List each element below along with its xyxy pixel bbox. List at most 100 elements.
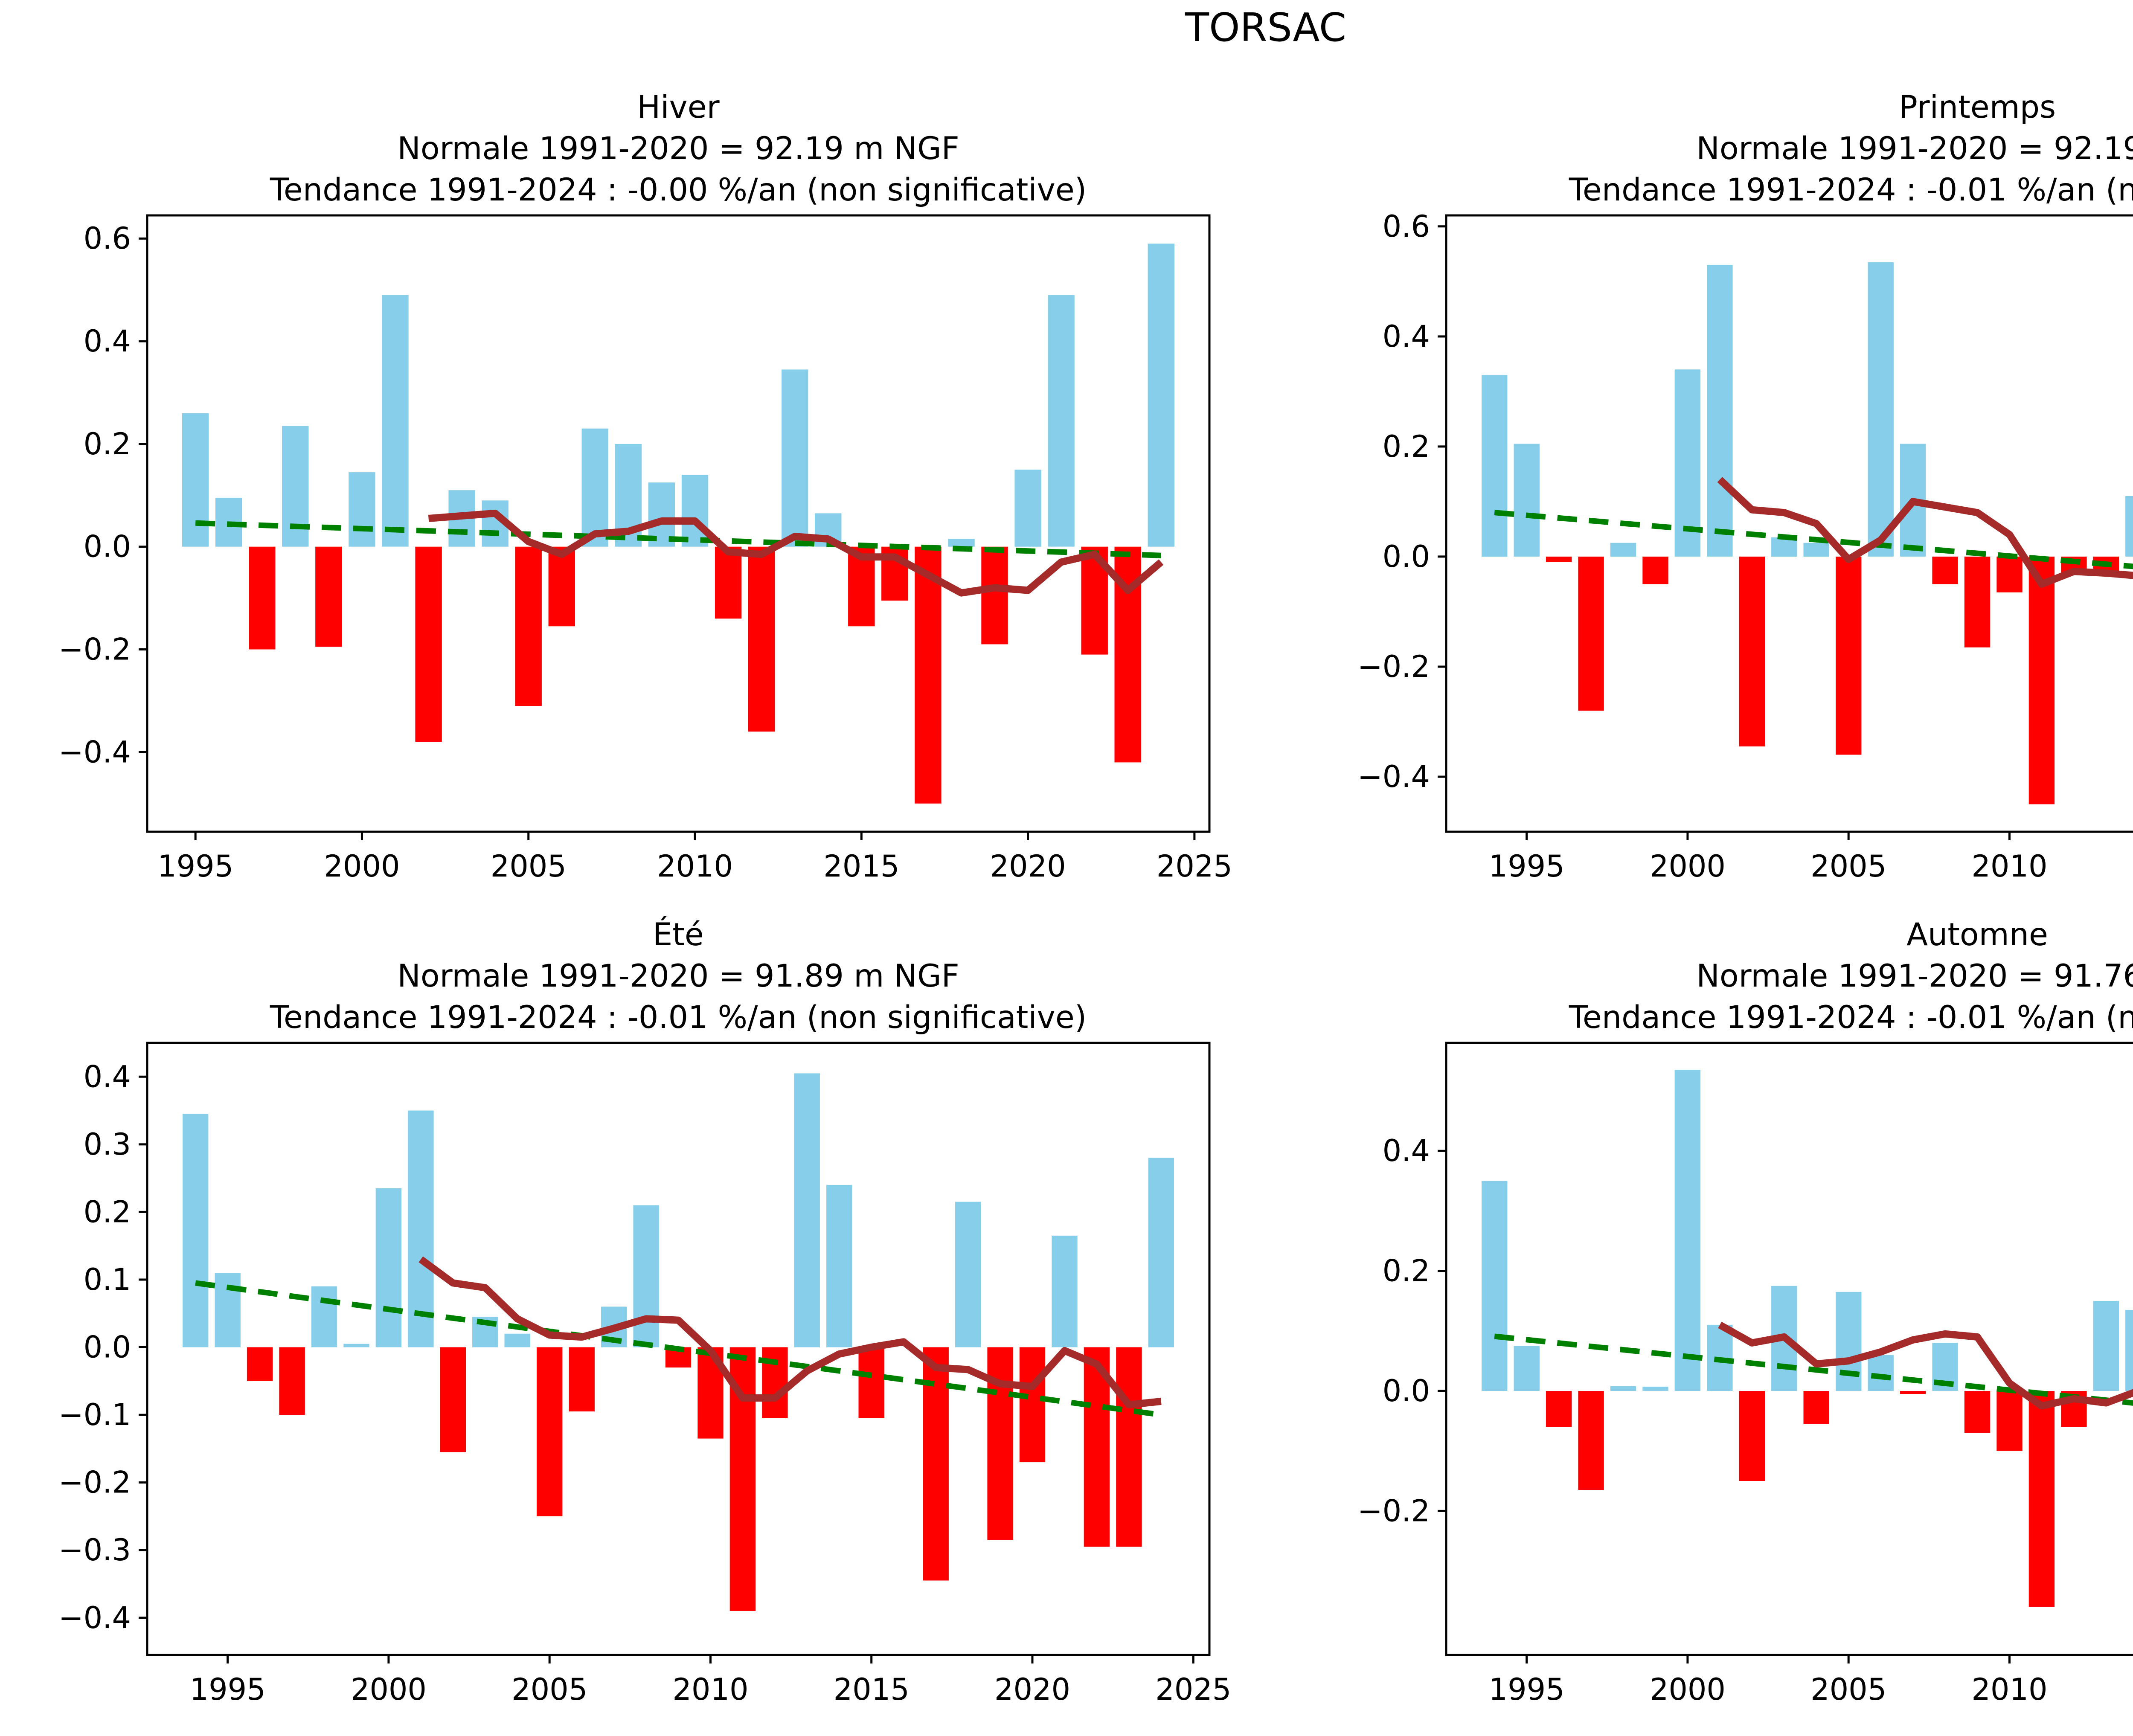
bars bbox=[1482, 1070, 2133, 1607]
bar-negative-1996 bbox=[1546, 1391, 1572, 1427]
y-tick-label: 0.1 bbox=[84, 1262, 131, 1297]
y-tick-label: 0.2 bbox=[1383, 1254, 1430, 1289]
subplot-title-season: Été bbox=[653, 917, 704, 953]
y-axis-ticks: 0.6 0.4 0.2 0.0 −0.2 −0.4 bbox=[1357, 209, 1446, 794]
y-tick-label: −0.4 bbox=[58, 1600, 131, 1635]
bar-negative-2002 bbox=[1739, 1391, 1765, 1481]
x-tick-label: 2000 bbox=[1650, 1672, 1726, 1707]
bar-positive-2014 bbox=[2125, 496, 2133, 557]
x-tick-label: 2010 bbox=[1971, 849, 2047, 884]
bar-positive-2024 bbox=[1148, 244, 1174, 547]
bar-positive-2024 bbox=[1148, 1158, 1174, 1347]
bar-negative-2009 bbox=[1964, 1391, 1991, 1433]
x-tick-label: 2010 bbox=[1971, 1672, 2047, 1707]
bar-positive-2013 bbox=[2093, 1301, 2119, 1391]
bar-positive-2004 bbox=[504, 1333, 530, 1347]
bar-positive-2000 bbox=[1674, 369, 1701, 557]
bar-negative-2011 bbox=[2028, 1391, 2055, 1607]
subplot-title-season: Printemps bbox=[1898, 89, 2056, 125]
bar-negative-2006 bbox=[548, 546, 575, 627]
x-tick-label: 2020 bbox=[994, 1672, 1070, 1707]
y-tick-label: −0.3 bbox=[58, 1533, 131, 1568]
bar-positive-1998 bbox=[1610, 543, 1636, 557]
bar-negative-2011 bbox=[715, 546, 742, 619]
bar-negative-1997 bbox=[249, 546, 276, 650]
bar-negative-2005 bbox=[515, 546, 542, 706]
y-tick-label: 0.2 bbox=[84, 427, 131, 462]
y-tick-label: −0.4 bbox=[1357, 759, 1430, 794]
y-tick-label: 0.0 bbox=[1383, 539, 1430, 574]
y-tick-label: 0.4 bbox=[84, 324, 131, 359]
trend-line bbox=[195, 520, 1162, 558]
x-tick-label: 2015 bbox=[823, 849, 899, 884]
trend-line bbox=[1494, 1333, 2133, 1406]
trend-line bbox=[1494, 510, 2133, 569]
y-axis-ticks: 0.4 0.2 0.0 −0.2 bbox=[1357, 1133, 1446, 1528]
subplot-title-tendance: Tendance 1991-2024 : -0.01 %/an (non sig… bbox=[1569, 999, 2133, 1036]
y-tick-label: 0.4 bbox=[84, 1059, 131, 1094]
bar-positive-1995 bbox=[182, 413, 209, 547]
subplot-title-normale: Normale 1991-2020 = 91.89 m NGF bbox=[397, 958, 959, 994]
subplot-title-tendance: Tendance 1991-2024 : -0.01 %/an (non sig… bbox=[1569, 172, 2133, 208]
chart-hiver: 1995 2000 2005 2010 2015 2020 2025 0.6 0.4 0.2 0.0… bbox=[58, 214, 1232, 884]
bar-negative-2009 bbox=[1964, 556, 1991, 647]
bar-positive-1994 bbox=[183, 1114, 209, 1347]
bar-positive-2006 bbox=[1868, 262, 1894, 557]
y-tick-label: −0.2 bbox=[58, 632, 131, 667]
bar-negative-2012 bbox=[762, 1347, 788, 1418]
bar-positive-1998 bbox=[1610, 1386, 1636, 1391]
bar-positive-2021 bbox=[1052, 1235, 1078, 1347]
y-tick-label: −0.1 bbox=[58, 1397, 131, 1432]
bars bbox=[183, 1073, 1174, 1611]
x-tick-label: 2005 bbox=[491, 849, 567, 884]
bar-negative-2019 bbox=[981, 546, 1008, 644]
x-tick-label: 2005 bbox=[1810, 1672, 1886, 1707]
x-tick-label: 2020 bbox=[990, 849, 1066, 884]
bar-positive-2006 bbox=[1868, 1355, 1894, 1391]
bar-positive-2008 bbox=[633, 1205, 659, 1347]
bar-negative-2015 bbox=[858, 1347, 884, 1418]
x-tick-label: 2025 bbox=[1155, 1672, 1231, 1707]
bar-negative-2020 bbox=[1019, 1347, 1046, 1463]
x-tick-label: 2005 bbox=[511, 1672, 587, 1707]
bar-positive-2013 bbox=[782, 369, 808, 547]
moving-average-line bbox=[1718, 1321, 2133, 1410]
subplot-title-normale: Normale 1991-2020 = 92.19 m NGF bbox=[1696, 131, 2133, 167]
y-tick-label: 0.2 bbox=[1383, 429, 1430, 464]
bar-positive-2014 bbox=[2125, 1310, 2133, 1391]
x-tick-label: 2010 bbox=[672, 1672, 748, 1707]
x-tick-label: 1995 bbox=[1489, 1672, 1565, 1707]
y-tick-label: −0.2 bbox=[1357, 1493, 1430, 1528]
bar-negative-1996 bbox=[1546, 556, 1572, 562]
bar-negative-2010 bbox=[1996, 556, 2023, 592]
bar-positive-2010 bbox=[681, 475, 709, 547]
plot-frame bbox=[1445, 1042, 2133, 1656]
y-tick-label: 0.4 bbox=[1383, 319, 1430, 354]
moving-average-line bbox=[1717, 477, 2133, 588]
y-tick-label: 0.0 bbox=[84, 1330, 131, 1365]
x-tick-label: 2010 bbox=[657, 849, 733, 884]
subplot-title-automne: Automne Normale 1991-2020 = 91.76 m NGF … bbox=[1446, 914, 2133, 1038]
x-tick-label: 2005 bbox=[1810, 849, 1886, 884]
x-tick-label: 1995 bbox=[190, 1672, 266, 1707]
bar-positive-1995 bbox=[215, 1273, 241, 1347]
x-tick-label: 2000 bbox=[1650, 849, 1726, 884]
bar-negative-2004 bbox=[1803, 1391, 1829, 1424]
y-tick-label: 0.6 bbox=[84, 221, 131, 256]
bar-positive-2007 bbox=[581, 428, 608, 547]
bar-positive-2001 bbox=[382, 295, 409, 547]
bar-negative-2017 bbox=[915, 546, 942, 804]
bar-negative-2007 bbox=[1900, 1391, 1926, 1394]
bar-positive-2013 bbox=[794, 1073, 820, 1347]
bars bbox=[1482, 262, 2133, 804]
bar-negative-2023 bbox=[1116, 1347, 1142, 1547]
x-tick-label: 2025 bbox=[1157, 849, 1232, 884]
bar-negative-2002 bbox=[440, 1347, 466, 1452]
bar-negative-1997 bbox=[1578, 556, 1604, 711]
bar-negative-2005 bbox=[537, 1347, 563, 1516]
y-axis-ticks: 0.6 0.4 0.2 0.0 −0.2 −0.4 bbox=[58, 221, 147, 769]
moving-average-line bbox=[428, 509, 1164, 597]
bar-positive-2003 bbox=[1771, 537, 1797, 557]
